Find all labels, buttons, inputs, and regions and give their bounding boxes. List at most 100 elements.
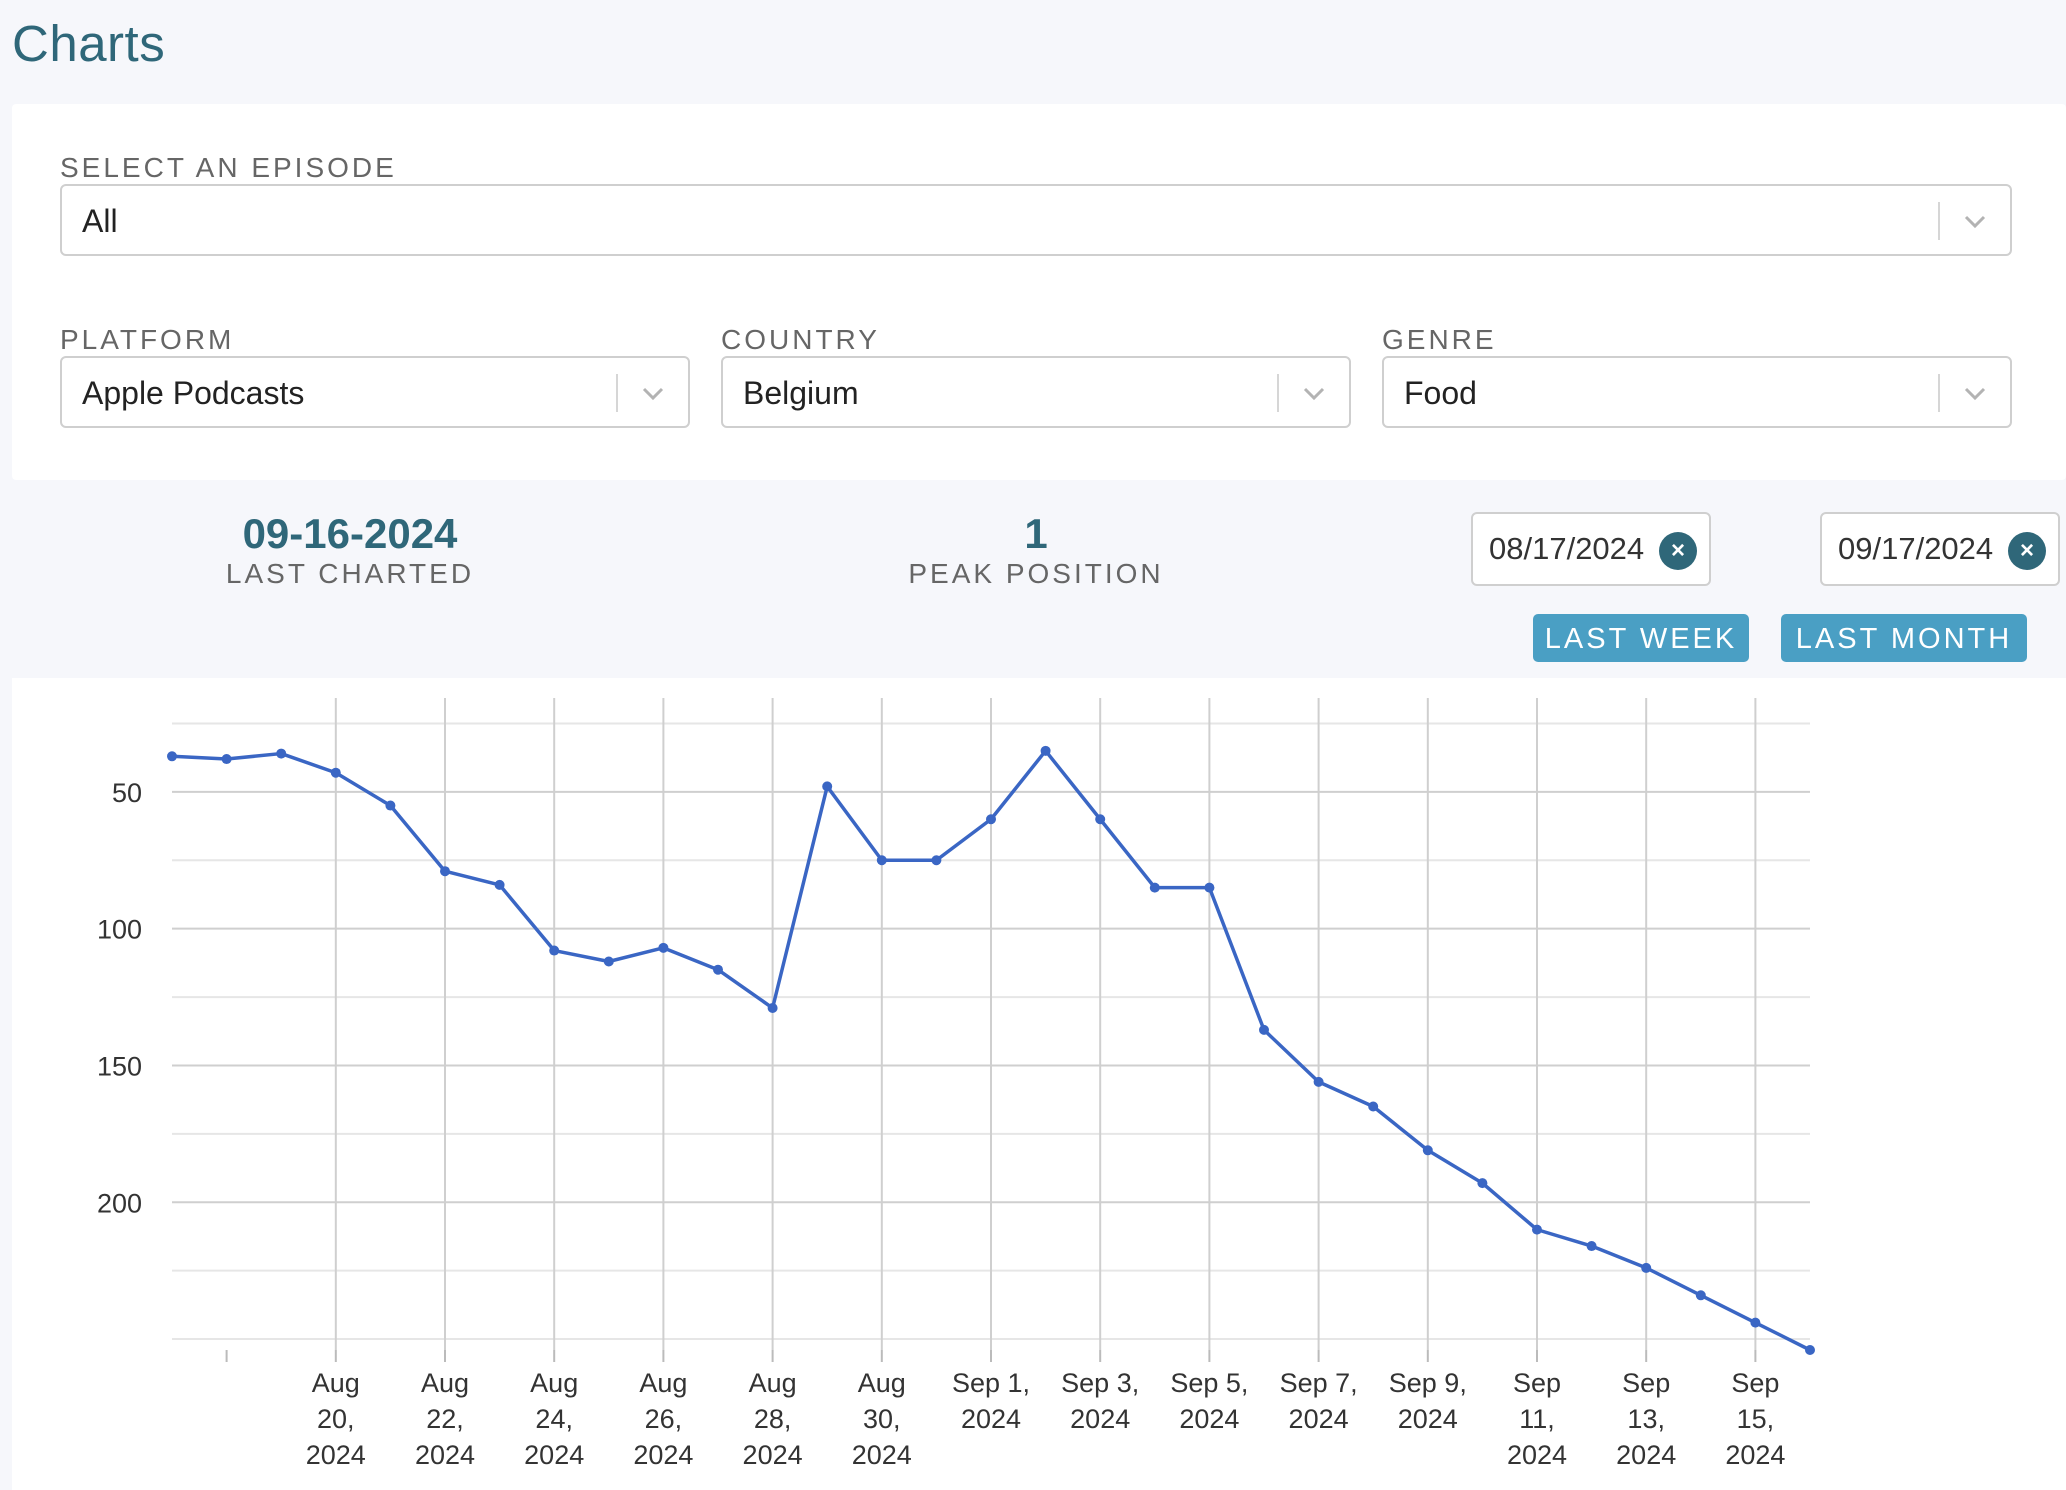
chevron-down-icon[interactable] [1962,208,1988,234]
x-tick-label-line: 15, [1737,1404,1775,1434]
last-month-button[interactable]: LAST MONTH [1781,614,2027,662]
x-tick-label-line: 2024 [1398,1404,1458,1434]
data-point [986,814,996,825]
filter-panel: SELECT AN EPISODE All PLATFORM Apple Pod… [12,104,2066,480]
x-tick-label-line: 2024 [1725,1440,1785,1470]
data-point [1204,882,1215,893]
select-divider [1938,202,1940,240]
genre-select-value: Food [1404,375,1477,411]
data-point [1422,1145,1433,1156]
close-icon[interactable]: × [1659,532,1697,570]
select-divider [616,374,618,412]
y-tick-label: 50 [112,778,142,808]
x-tick-label-line: 28, [754,1404,792,1434]
x-tick-label-line: Sep [1622,1368,1670,1398]
x-tick-label-line: 11, [1519,1404,1555,1434]
x-tick-label-line: 30, [863,1404,901,1434]
start-date-value: 08/17/2024 [1489,531,1645,566]
peak-position-label: PEAK POSITION [908,558,1164,589]
x-tick-label-line: 2024 [1179,1404,1239,1434]
country-label: COUNTRY [721,324,880,355]
x-tick-label-line: Aug [858,1368,906,1398]
x-tick-label-line: Sep 7, [1280,1368,1358,1398]
x-tick-label-line: Sep 5, [1170,1368,1248,1398]
chevron-down-icon[interactable] [1962,380,1988,406]
data-point [603,956,614,967]
x-tick-label-line: 2024 [743,1440,803,1470]
data-point [658,942,669,953]
platform-select[interactable]: Apple Podcasts [60,356,690,428]
data-point [167,751,177,762]
x-tick-label: Sep 5, 2024 [1170,1368,1248,1434]
data-point [713,964,723,975]
peak-position-value: 1 [1024,510,1048,557]
x-tick-label-line: Aug [749,1368,797,1398]
x-tick-label: Sep 1, 2024 [952,1368,1030,1434]
x-tick-label: Aug 22, 2024 [415,1368,475,1470]
data-point [1368,1101,1379,1112]
x-tick-label: Aug 20, 2024 [306,1368,366,1470]
genre-select[interactable]: Food [1382,356,2012,428]
data-point [1477,1178,1488,1189]
x-tick-label: Sep 11, 2024 [1507,1368,1567,1470]
data-point [1586,1241,1597,1252]
last-charted-value: 09-16-2024 [242,510,458,557]
x-tick-label: Aug 26, 2024 [633,1368,693,1470]
x-tick-label-line: 24, [535,1404,573,1434]
close-icon[interactable]: × [2008,532,2046,570]
data-point [1695,1290,1706,1301]
x-tick-label-line: Sep 9, [1389,1368,1467,1398]
data-point [1259,1024,1269,1035]
x-tick-label-line: Sep [1513,1368,1561,1398]
chevron-down-icon[interactable] [640,380,666,406]
data-point [876,855,887,866]
data-point [1532,1224,1542,1235]
country-select-value: Belgium [743,375,859,411]
x-tick-label-line: Aug [639,1368,687,1398]
data-point [931,855,942,866]
country-select[interactable]: Belgium [721,356,1351,428]
data-point [1750,1317,1761,1328]
chart-panel: Aug 20, 2024 Aug 22, 2024 Aug 24, 2024 Aug 26, 2024… [12,678,2066,1490]
data-point [494,879,505,890]
data-point [1641,1262,1652,1273]
x-tick-label-line: 20, [317,1404,355,1434]
y-tick-label: 200 [97,1188,142,1218]
episode-label: SELECT AN EPISODE [60,152,397,183]
platform-label: PLATFORM [60,324,235,355]
x-tick-label-line: 2024 [415,1440,475,1470]
end-date-input[interactable]: 09/17/2024 × [1820,512,2060,586]
x-tick-label-line: 2024 [1289,1404,1349,1434]
data-point [822,781,833,792]
rank-line-chart: Aug 20, 2024 Aug 22, 2024 Aug 24, 2024 Aug 26, 2024… [97,698,1815,1470]
x-tick-label-line: Aug [421,1368,469,1398]
x-tick-label-line: 2024 [1616,1440,1676,1470]
episode-select-value: All [82,203,118,239]
end-date-value: 09/17/2024 [1838,531,1994,566]
data-point [1805,1345,1815,1355]
data-point [1040,745,1051,756]
data-point [549,945,560,956]
page-title: Charts [12,15,166,72]
last-charted-label: LAST CHARTED [225,558,475,589]
episode-select[interactable]: All [60,184,2012,256]
x-tick-label-line: 2024 [852,1440,912,1470]
x-tick-label-line: 2024 [306,1440,366,1470]
select-divider [1938,374,1940,412]
x-tick-label-line: Sep [1731,1368,1779,1398]
x-tick-label: Aug 30, 2024 [852,1368,912,1470]
x-tick-label-line: 2024 [524,1440,584,1470]
x-tick-label-line: 2024 [1070,1404,1130,1434]
start-date-input[interactable]: 08/17/2024 × [1471,512,1711,586]
genre-label: GENRE [1382,324,1497,355]
last-week-button[interactable]: LAST WEEK [1533,614,1749,662]
data-point [767,1003,778,1014]
x-tick-label-line: Sep 3, [1061,1368,1139,1398]
chevron-down-icon[interactable] [1301,380,1327,406]
x-tick-label-line: 13, [1627,1404,1665,1434]
x-tick-label-line: Aug [312,1368,360,1398]
x-tick-label: Sep 3, 2024 [1061,1368,1139,1434]
y-tick-label: 100 [97,915,142,945]
data-point [221,754,232,765]
x-tick-label: Sep 7, 2024 [1280,1368,1358,1434]
